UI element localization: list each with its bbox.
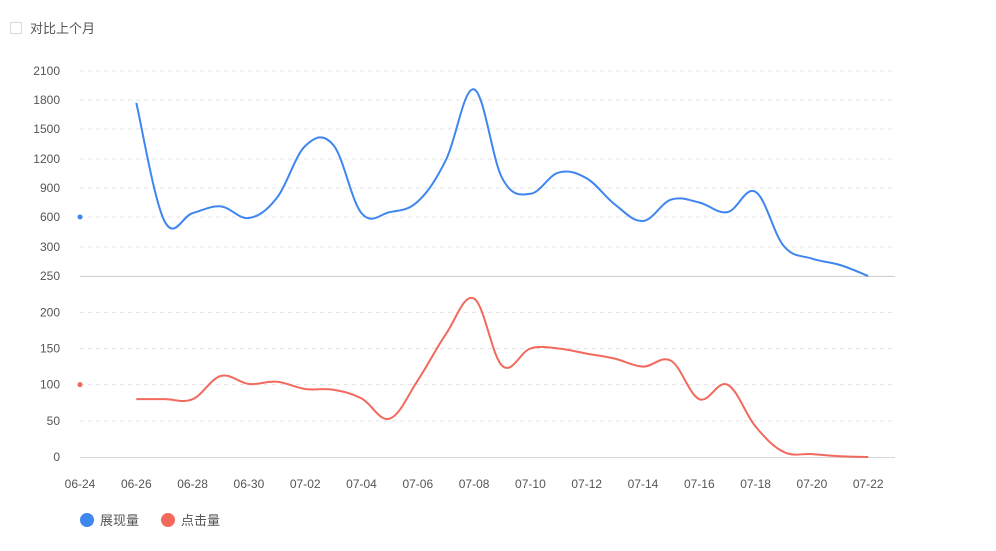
compare-checkbox[interactable]	[10, 21, 22, 34]
x-tick-label: 06-28	[177, 477, 208, 491]
compare-last-month-toggle[interactable]: 对比上个月	[10, 18, 95, 37]
x-tick-label: 07-18	[740, 477, 771, 491]
y-tick-label: 250	[40, 269, 60, 283]
legend-dot-clicks	[161, 512, 176, 527]
x-tick-label: 07-04	[346, 477, 377, 491]
x-tick-label: 07-14	[628, 477, 659, 491]
legend-dot-impressions	[80, 512, 94, 527]
y-tick-label: 300	[40, 240, 60, 254]
legend-label-clicks: 点击量	[181, 513, 221, 528]
y-tick-label: 150	[40, 342, 60, 356]
marker-impressions	[77, 214, 83, 220]
y-tick-label: 200	[40, 305, 60, 319]
y-tick-label: 1200	[33, 152, 60, 166]
legend-item-impressions[interactable]: 展现量	[80, 510, 139, 529]
x-tick-label: 07-10	[515, 477, 546, 491]
y-tick-label: 50	[47, 414, 61, 428]
x-tick-label: 07-12	[571, 477, 602, 491]
x-tick-label: 07-20	[797, 477, 828, 491]
y-tick-label: 1500	[33, 122, 60, 136]
series-line-clicks	[136, 296, 869, 458]
compare-label: 对比上个月	[30, 21, 96, 36]
y-tick-label: 0	[53, 450, 60, 464]
chart-legend: 展现量 点击量	[80, 510, 242, 529]
series-line-impressions	[135, 88, 869, 277]
x-tick-label: 07-08	[459, 477, 490, 491]
x-tick-label: 07-02	[290, 477, 321, 491]
y-tick-label: 100	[40, 378, 60, 392]
x-tick-label: 07-22	[853, 477, 884, 491]
x-tick-label: 07-06	[402, 477, 433, 491]
x-tick-label: 07-16	[684, 477, 715, 491]
y-tick-label: 2100	[33, 64, 60, 78]
legend-label-impressions: 展现量	[100, 513, 140, 528]
x-tick-label: 06-24	[65, 477, 96, 491]
marker-clicks	[77, 382, 83, 388]
x-tick-label: 06-30	[234, 477, 265, 491]
y-tick-label: 600	[40, 210, 60, 224]
y-tick-label: 900	[40, 181, 60, 195]
y-tick-label: 1800	[33, 93, 60, 107]
legend-item-clicks[interactable]: 点击量	[161, 510, 220, 529]
x-tick-label: 06-26	[121, 477, 152, 491]
